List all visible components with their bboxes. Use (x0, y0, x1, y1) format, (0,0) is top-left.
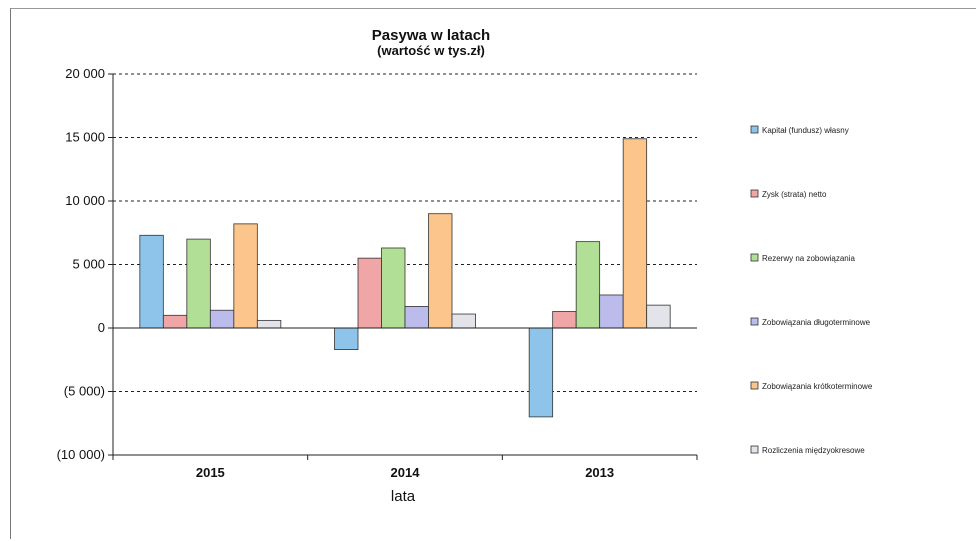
y-tick-label: 15 000 (65, 130, 105, 145)
bar (233, 223, 258, 329)
bar (528, 327, 554, 418)
legend-label: Kapitał (fundusz) własny (762, 126, 849, 135)
bar (451, 313, 476, 329)
x-tick-labels: 2015 2014 2013 (196, 465, 614, 480)
y-tick-label: (5 000) (64, 384, 105, 399)
x-tick-label: 2014 (391, 465, 421, 480)
bar (139, 234, 164, 329)
y-tick-label: 5 000 (72, 257, 105, 272)
bar (575, 241, 601, 329)
axes (112, 74, 698, 460)
legend-label: Zobowiązania długoterminowe (762, 318, 871, 327)
chart-subtitle: (wartość w tys.zł) (377, 43, 485, 58)
legend: Kapitał (fundusz) własny Zysk (strata) ne… (750, 125, 873, 455)
bar (162, 314, 188, 329)
bar (622, 138, 648, 329)
legend-swatch (750, 381, 759, 390)
bar (404, 306, 429, 329)
legend-swatch (750, 125, 759, 134)
y-tick-label: 20 000 (65, 66, 105, 81)
chart-frame (10, 8, 976, 539)
bar (357, 257, 382, 329)
x-tick-label: 2013 (585, 465, 614, 480)
x-axis-label: lata (391, 488, 416, 505)
bar (381, 247, 406, 329)
bar (428, 213, 453, 329)
legend-label: Zysk (strata) netto (762, 190, 827, 199)
legend-label: Rozliczenia międzyokresowe (762, 446, 865, 455)
legend-swatch (750, 445, 759, 454)
bar (552, 311, 577, 329)
bar (209, 309, 235, 329)
y-tick-label: 0 (98, 320, 105, 335)
bars (139, 138, 671, 418)
x-tick-label: 2015 (196, 465, 225, 480)
y-tick-label: (10 000) (57, 447, 105, 462)
bar (256, 319, 282, 329)
legend-swatch (750, 189, 759, 198)
chart-title: Pasywa w latach (372, 27, 490, 44)
y-tick-labels: 20 000 15 000 10 000 5 000 0 (5 000) (10 000) (57, 66, 105, 462)
y-tick-label: 10 000 (65, 193, 105, 208)
bar (646, 304, 671, 329)
legend-swatch (750, 253, 759, 262)
legend-swatch (750, 317, 759, 326)
bar (186, 238, 211, 329)
legend-label: Zobowiązania krótkoterminowe (762, 382, 873, 391)
bar (334, 327, 359, 350)
legend-label: Rezerwy na zobowiązania (762, 254, 855, 263)
bar (599, 294, 624, 329)
